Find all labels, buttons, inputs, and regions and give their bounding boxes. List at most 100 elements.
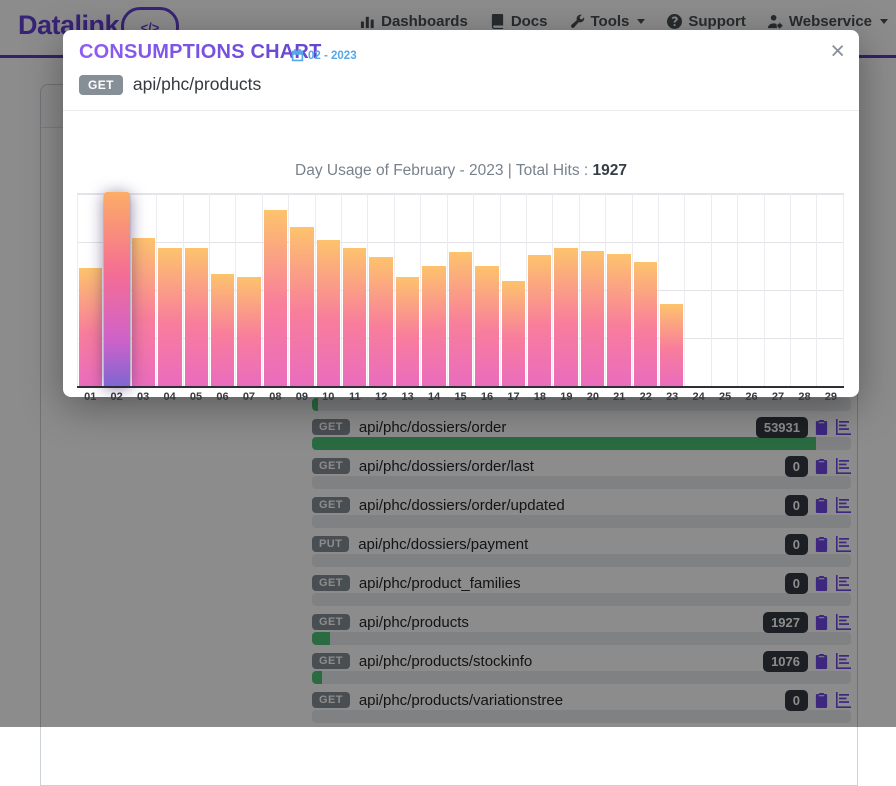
bar-day-19[interactable] — [554, 248, 578, 386]
bar-day-13[interactable] — [395, 277, 420, 386]
endpoint-path: api/phc/product_families — [358, 574, 521, 592]
clipboard-icon[interactable] — [814, 614, 829, 630]
bar-day-20[interactable] — [580, 251, 605, 386]
chart-column-day-19[interactable] — [553, 194, 580, 386]
hit-count-badge: 0 — [784, 689, 808, 711]
chart-column-day-18[interactable] — [527, 194, 554, 386]
chart-column-day-06[interactable] — [210, 194, 237, 386]
endpoint-actions: 1927 — [763, 611, 851, 633]
endpoint-row: PUT api/phc/dossiers/payment 0 — [312, 533, 851, 555]
bar-day-15[interactable] — [448, 252, 473, 386]
chart-column-day-03[interactable] — [131, 194, 158, 386]
chart-column-day-21[interactable] — [606, 194, 633, 386]
clipboard-icon[interactable] — [814, 497, 829, 513]
usage-progress-track — [312, 476, 851, 489]
chart-column-day-02[interactable] — [104, 192, 131, 386]
consumption-chart-icon[interactable] — [835, 575, 851, 591]
chart-column-day-14[interactable] — [421, 194, 448, 386]
consumption-chart-icon[interactable] — [835, 536, 851, 552]
bar-day-12[interactable] — [369, 257, 393, 386]
endpoint-path: api/phc/products/stockinfo — [358, 652, 533, 670]
consumption-chart-icon[interactable] — [835, 692, 851, 708]
modal-header: CONSUMPTIONS CHART 02 - 2023 GET api/phc… — [63, 30, 859, 111]
bar-day-09[interactable] — [290, 227, 314, 386]
endpoint-row: GET api/phc/products/stockinfo 1076 — [312, 650, 851, 672]
nav-item-docs[interactable]: Docs — [490, 13, 548, 30]
bar-day-05[interactable] — [184, 248, 209, 386]
x-tick-label: 13 — [401, 391, 414, 403]
chart-column-day-11[interactable] — [342, 194, 369, 386]
hit-count-badge: 0 — [784, 494, 808, 516]
chart-column-day-04[interactable] — [157, 194, 184, 386]
bar-day-08[interactable] — [263, 210, 288, 386]
consumptions-chart-modal: CONSUMPTIONS CHART 02 - 2023 GET api/phc… — [63, 30, 859, 403]
bar-selected-day-02[interactable] — [104, 192, 130, 386]
nav-item-webservice[interactable]: Webservice — [767, 13, 888, 30]
consumption-chart-icon[interactable] — [835, 497, 851, 513]
usage-progress-track — [312, 554, 851, 567]
x-tick-label: 01 — [84, 391, 97, 403]
chart-column-day-28[interactable] — [791, 194, 818, 386]
consumption-chart-icon[interactable] — [835, 614, 851, 630]
close-icon[interactable]: × — [830, 37, 845, 65]
chart-column-day-13[interactable] — [395, 194, 422, 386]
bar-day-23[interactable] — [659, 304, 684, 386]
x-tick-label: 04 — [163, 391, 176, 403]
hit-count-badge: 0 — [784, 455, 808, 477]
clipboard-icon[interactable] — [814, 653, 829, 669]
chart-column-day-22[interactable] — [633, 194, 659, 386]
bar-day-22[interactable] — [633, 262, 657, 386]
nav-item-support[interactable]: Support — [667, 13, 746, 30]
chart-column-day-24[interactable] — [685, 194, 712, 386]
usage-progress-track — [312, 437, 851, 450]
chart-column-day-29[interactable] — [817, 194, 844, 386]
consumption-chart-icon[interactable] — [835, 653, 851, 669]
chart-column-day-12[interactable] — [368, 194, 395, 386]
nav-item-tools[interactable]: Tools — [570, 13, 646, 30]
method-badge: GET — [79, 74, 123, 95]
chart-column-day-25[interactable] — [712, 194, 739, 386]
chart-column-day-27[interactable] — [765, 194, 791, 386]
consumption-chart-icon[interactable] — [835, 419, 851, 435]
chart-column-day-08[interactable] — [263, 194, 290, 386]
chart-column-day-20[interactable] — [580, 194, 607, 386]
nav-item-label: Docs — [510, 13, 548, 30]
chart-column-day-23[interactable] — [659, 194, 686, 386]
clipboard-icon[interactable] — [814, 458, 829, 474]
clipboard-icon[interactable] — [814, 536, 829, 552]
chart-column-day-26[interactable] — [738, 194, 765, 386]
bar-day-18[interactable] — [527, 255, 552, 386]
clipboard-icon[interactable] — [814, 692, 829, 708]
bar-day-16[interactable] — [475, 266, 499, 386]
bar-day-06[interactable] — [211, 274, 235, 386]
bar-day-04[interactable] — [158, 248, 182, 386]
chart-column-day-17[interactable] — [501, 194, 527, 386]
modal-period: 02 - 2023 — [291, 49, 357, 62]
bar-day-01[interactable] — [79, 268, 103, 386]
clipboard-icon[interactable] — [814, 419, 829, 435]
bar-day-10[interactable] — [316, 240, 341, 386]
bar-day-21[interactable] — [607, 254, 631, 386]
consumption-chart-icon[interactable] — [835, 458, 851, 474]
chart-column-day-07[interactable] — [236, 194, 263, 386]
bar-day-14[interactable] — [422, 266, 446, 386]
hit-count-badge: 1076 — [763, 650, 808, 672]
chart-column-day-10[interactable] — [316, 194, 343, 386]
bar-day-03[interactable] — [131, 238, 156, 386]
chart-column-day-15[interactable] — [448, 194, 475, 386]
endpoint-actions: 0 — [784, 494, 851, 516]
chart-column-day-16[interactable] — [474, 194, 501, 386]
bar-day-11[interactable] — [343, 248, 367, 386]
x-tick-label: 28 — [798, 391, 811, 403]
x-tick-label: 23 — [666, 391, 679, 403]
x-tick-label: 02 — [110, 391, 123, 403]
modal-title: CONSUMPTIONS CHART — [79, 41, 322, 63]
modal-period-label: 02 - 2023 — [308, 49, 357, 62]
bar-day-17[interactable] — [501, 281, 525, 386]
chart-column-day-09[interactable] — [289, 194, 316, 386]
bar-day-07[interactable] — [237, 277, 261, 386]
nav-item-dashboards[interactable]: Dashboards — [360, 13, 468, 30]
clipboard-icon[interactable] — [814, 575, 829, 591]
chart-column-day-05[interactable] — [184, 194, 211, 386]
chart-column-day-01[interactable] — [77, 194, 105, 386]
